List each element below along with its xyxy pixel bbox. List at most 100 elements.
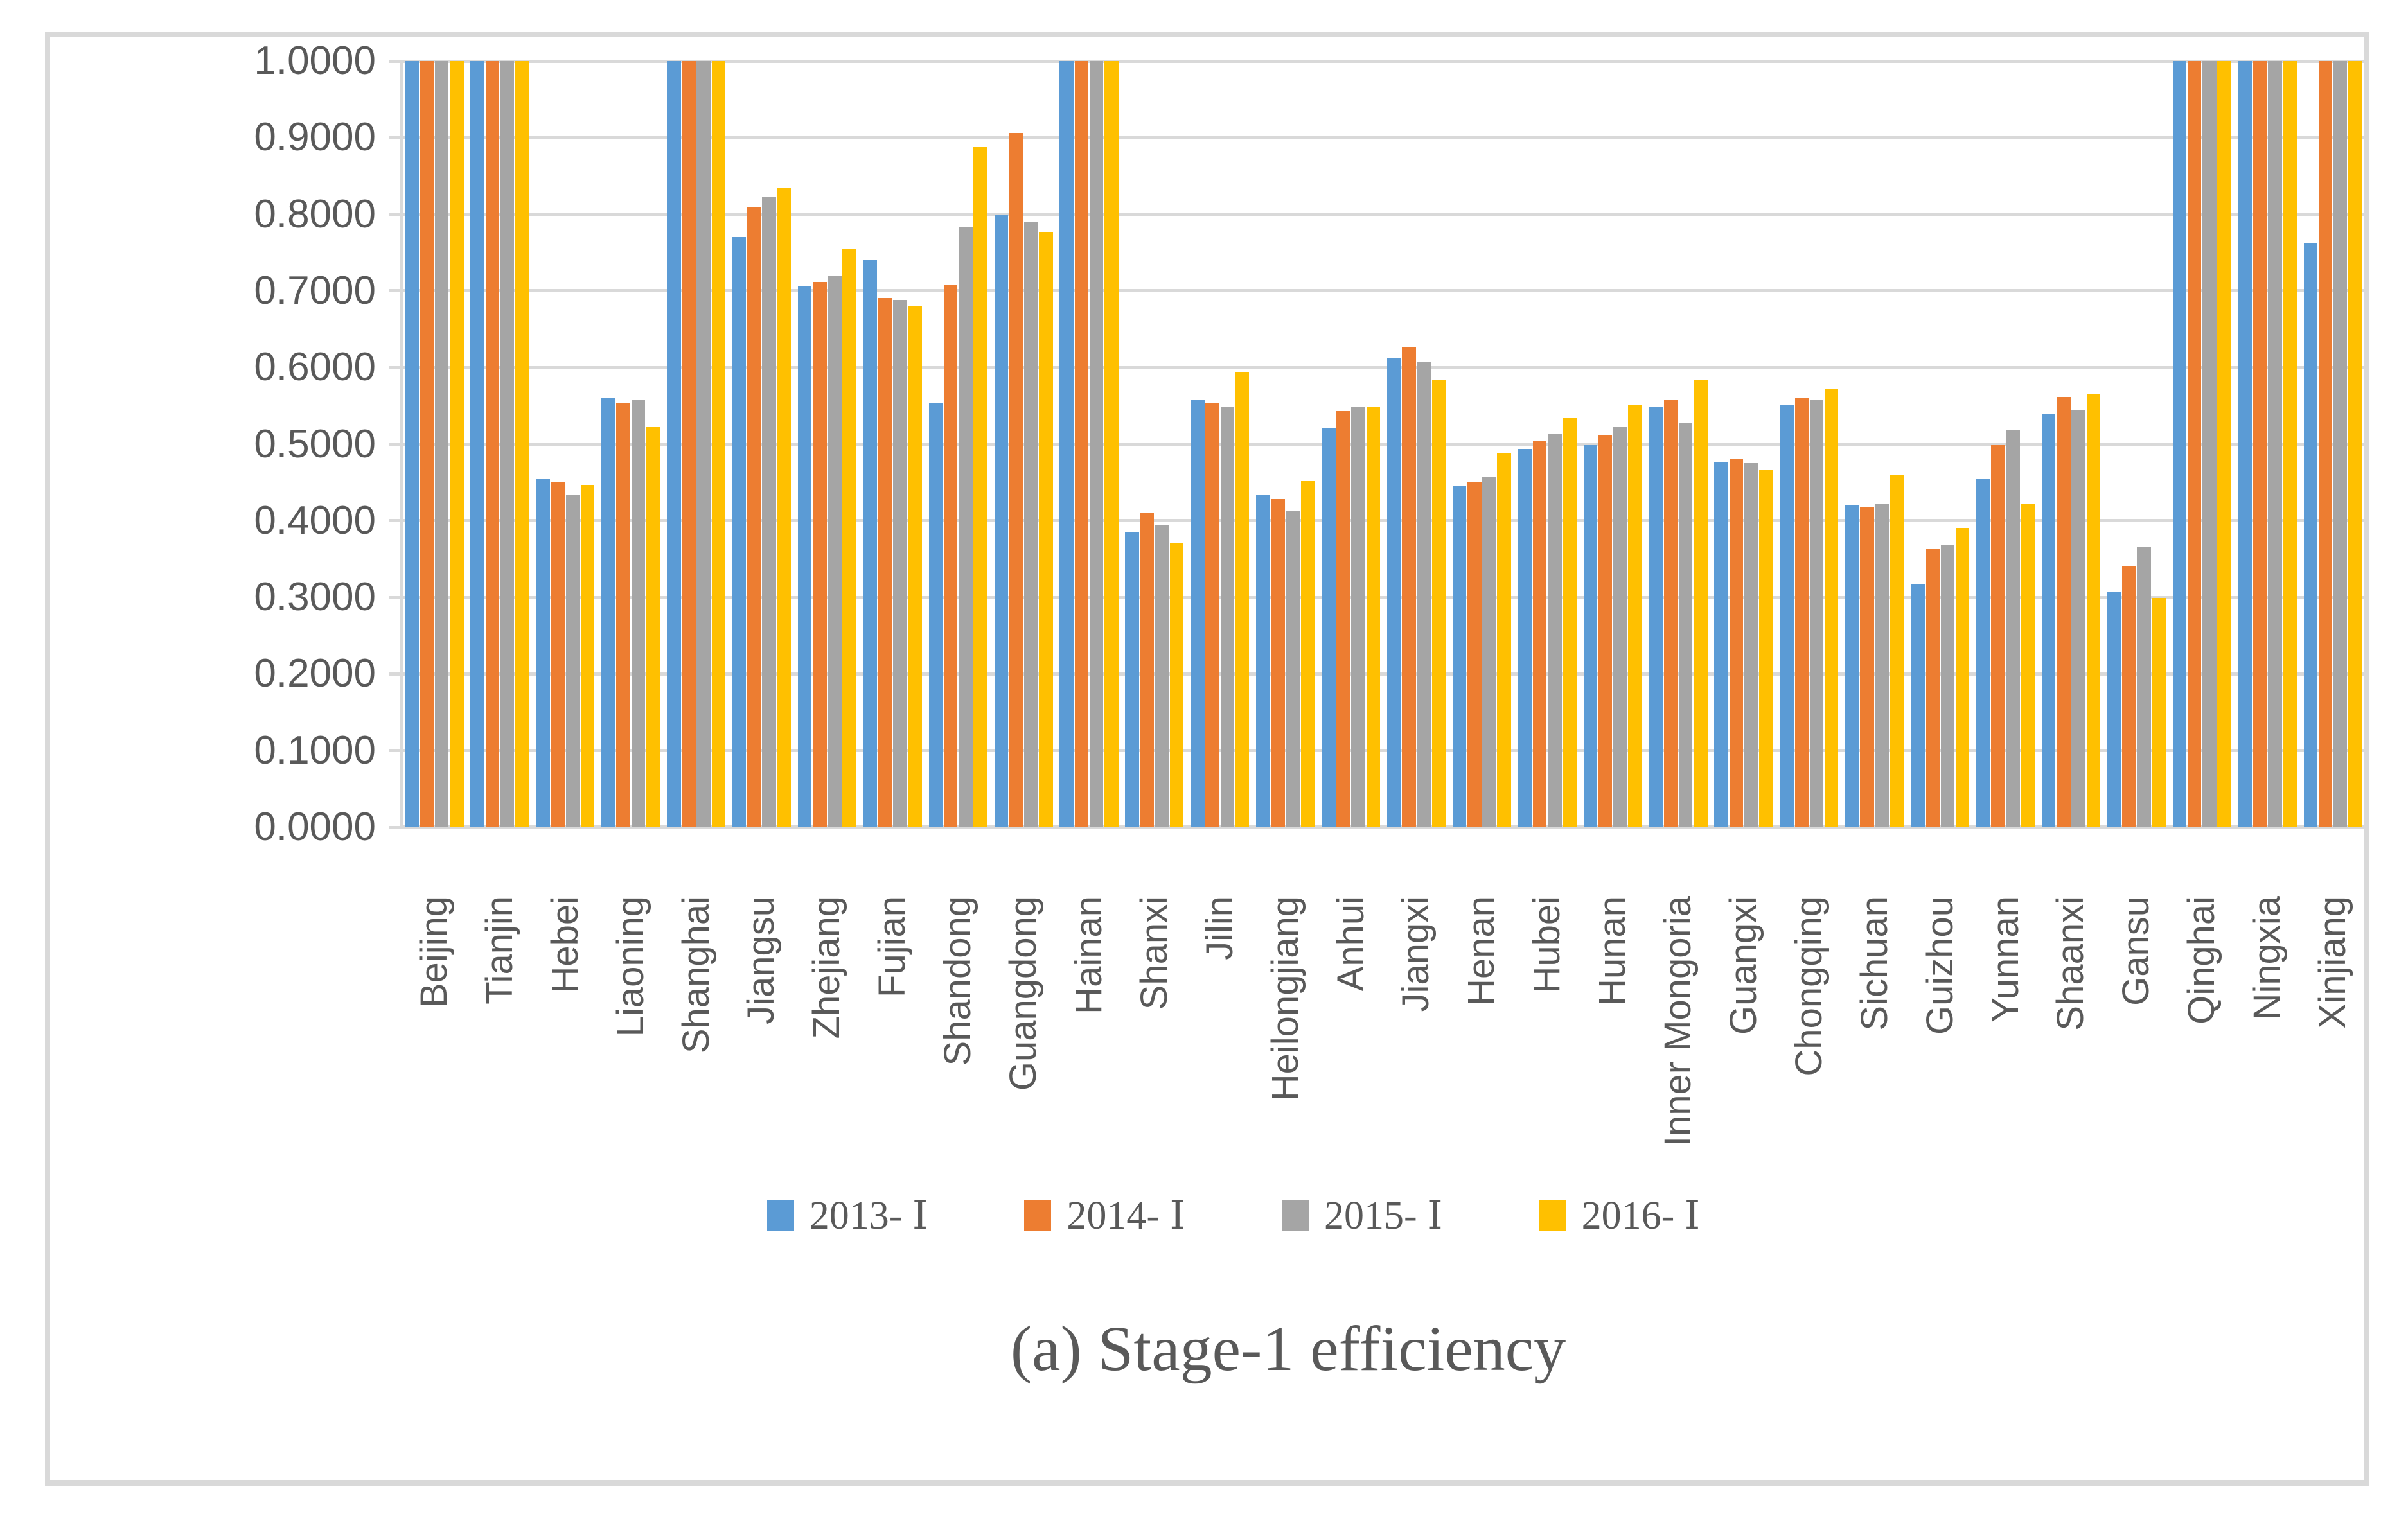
- chart-title: (a) Stage-1 efficiency: [1010, 1313, 1566, 1384]
- x-axis-label: Ningxia: [2246, 896, 2288, 1021]
- bar-yunnan-2015: [2006, 429, 2020, 827]
- legend-label: 2014- Ⅰ: [1067, 1194, 1185, 1238]
- gridline: [402, 749, 2366, 753]
- x-axis-label: Tianjin: [478, 896, 520, 1005]
- x-axis-label: Anhui: [1329, 896, 1372, 992]
- x-axis-label: Guizhou: [1918, 896, 1961, 1035]
- bar-xinjiang-2016: [2348, 61, 2362, 827]
- x-axis-label: Sichuan: [1853, 896, 1895, 1031]
- bar-guizhou-2015: [1940, 545, 1954, 827]
- bar-qinghai-2016: [2217, 61, 2231, 827]
- gridline: [402, 59, 2366, 63]
- x-axis-label: Hainan: [1067, 896, 1110, 1014]
- bar-hunan-2015: [1613, 427, 1627, 827]
- y-axis-label: 0.6000: [254, 345, 376, 390]
- x-axis-label: Beijing: [412, 896, 455, 1008]
- bar-xinjiang-2013: [2303, 242, 2317, 827]
- bar-shanghai-2013: [667, 61, 681, 827]
- bar-jilin-2013: [1191, 400, 1205, 827]
- bar-ningxia-2013: [2238, 61, 2253, 827]
- legend-item: 2016- Ⅰ: [1539, 1196, 1700, 1236]
- bar-guangxi-2015: [1744, 463, 1758, 827]
- x-axis-label: Shandong: [937, 896, 979, 1066]
- bar-hainan-2014: [1074, 61, 1089, 827]
- bar-guizhou-2013: [1911, 583, 1925, 827]
- bar-shanxi-2016: [1169, 543, 1184, 827]
- bar-ningxia-2015: [2268, 61, 2282, 827]
- bar-ningxia-2014: [2253, 61, 2267, 827]
- x-axis-label: Hubei: [1526, 896, 1568, 994]
- y-axis-label: 0.3000: [254, 575, 376, 620]
- x-axis-label: Xinjiang: [2312, 896, 2354, 1029]
- gridline: [402, 213, 2366, 216]
- x-axis-line: [402, 825, 2366, 829]
- bar-hebei-2013: [536, 479, 550, 827]
- bar-hainan-2016: [1104, 61, 1119, 827]
- bar-inner-mongoria-2015: [1678, 423, 1693, 827]
- bar-shaanxi-2016: [2086, 393, 2100, 827]
- y-axis-label: 0.2000: [254, 651, 376, 696]
- gridline: [402, 443, 2366, 446]
- bar-zhejiang-2015: [828, 276, 842, 827]
- legend-label: 2015- Ⅰ: [1324, 1194, 1443, 1238]
- x-axis-label: Liaoning: [609, 896, 651, 1037]
- x-axis-label: Inner Mongoria: [1657, 896, 1699, 1147]
- bar-shanxi-2015: [1155, 524, 1169, 827]
- bar-zhejiang-2016: [842, 249, 856, 827]
- bar-sichuan-2016: [1890, 475, 1904, 827]
- bar-guizhou-2016: [1955, 527, 1970, 827]
- bar-hainan-2013: [1059, 61, 1074, 827]
- legend-swatch-icon: [1282, 1200, 1309, 1231]
- bar-heilongjiang-2015: [1286, 511, 1300, 827]
- gridline: [402, 365, 2366, 369]
- bar-heilongjiang-2016: [1300, 480, 1315, 827]
- y-axis-tick: [389, 59, 402, 63]
- bar-inner-mongoria-2014: [1663, 400, 1678, 827]
- bar-shandong-2014: [943, 285, 958, 827]
- bar-anhui-2013: [1322, 428, 1336, 827]
- bar-qinghai-2013: [2172, 61, 2187, 827]
- bar-shandong-2016: [973, 146, 987, 827]
- y-axis-tick: [389, 825, 402, 829]
- bar-zhejiang-2013: [797, 285, 812, 827]
- y-axis-tick: [389, 519, 402, 523]
- bar-fujian-2016: [908, 306, 922, 827]
- x-axis-label: Shanxi: [1133, 896, 1175, 1010]
- gridline: [402, 672, 2366, 676]
- y-axis-label: 0.8000: [254, 191, 376, 236]
- bar-beijing-2013: [405, 61, 419, 827]
- y-axis-label: 0.4000: [254, 498, 376, 543]
- gridline: [402, 519, 2366, 523]
- bar-guangdong-2013: [994, 215, 1008, 827]
- bar-anhui-2016: [1366, 407, 1381, 827]
- legend: 2013- Ⅰ 2014- Ⅰ 2015- Ⅰ 2016- Ⅰ: [45, 1187, 2408, 1245]
- bar-shanghai-2014: [682, 61, 696, 827]
- bar-tianjin-2014: [485, 61, 499, 827]
- bar-shanxi-2013: [1125, 532, 1139, 827]
- y-axis-label: 0.5000: [254, 421, 376, 466]
- bar-hubei-2013: [1518, 448, 1532, 827]
- x-axis-label: Qinghai: [2181, 896, 2223, 1024]
- bar-tianjin-2016: [515, 61, 529, 827]
- y-axis-tick: [389, 213, 402, 216]
- y-axis-tick: [389, 749, 402, 753]
- bar-fujian-2013: [863, 260, 878, 827]
- bar-guangxi-2013: [1714, 462, 1728, 827]
- bar-guangdong-2014: [1009, 133, 1023, 827]
- bar-guangdong-2015: [1023, 222, 1038, 827]
- bar-jilin-2016: [1235, 372, 1250, 827]
- bar-anhui-2014: [1336, 411, 1350, 827]
- y-axis-tick: [389, 136, 402, 139]
- bar-qinghai-2015: [2202, 61, 2217, 827]
- x-axis-label: Jilin: [1198, 896, 1241, 960]
- bar-chongqing-2016: [1824, 389, 1839, 827]
- bar-liaoning-2016: [646, 427, 660, 827]
- x-axis-label: Henan: [1460, 896, 1503, 1006]
- bar-jiangxi-2016: [1431, 380, 1446, 827]
- bar-shaanxi-2013: [2041, 413, 2056, 827]
- x-axis-label: Zhejiang: [806, 896, 848, 1039]
- bar-hubei-2014: [1532, 440, 1547, 827]
- bar-shanghai-2015: [696, 61, 711, 827]
- bar-qinghai-2014: [2187, 61, 2202, 827]
- bar-hebei-2014: [551, 482, 565, 827]
